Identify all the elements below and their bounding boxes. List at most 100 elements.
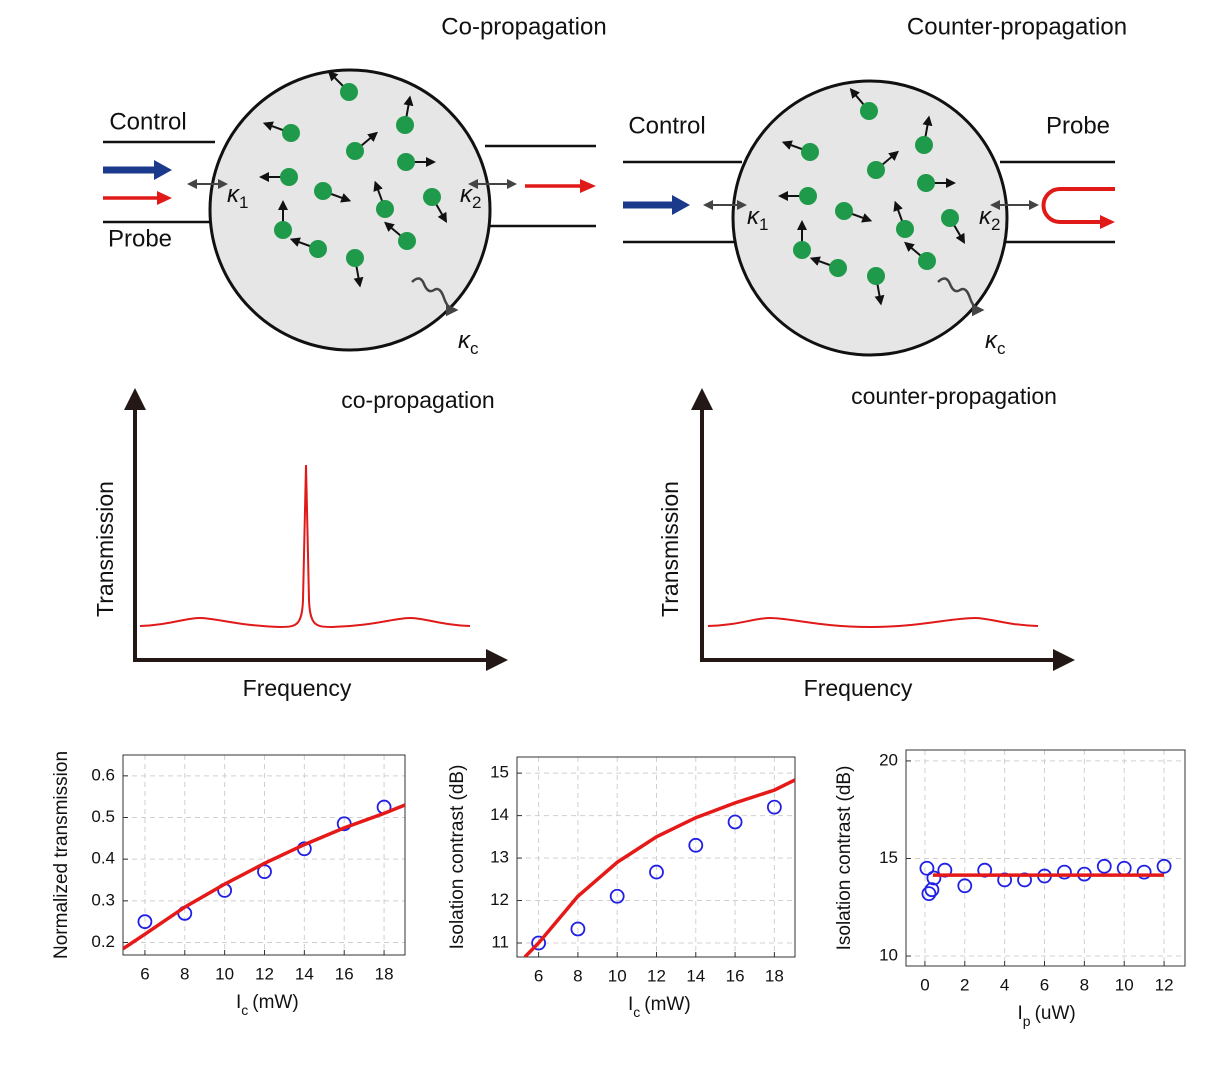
kappa: κ [979,203,993,230]
atom [274,221,292,239]
y-tick-label: 13 [490,848,509,867]
fit-line [523,778,795,957]
y-axis-label: Normalized transmission [51,751,72,959]
y-tick-label: 11 [491,932,509,951]
spectrum-ylabel: Transmission [657,481,683,617]
data-point [919,860,935,876]
x-label-unit: (mW) [644,994,690,1015]
atom [915,136,933,154]
x-label-symbol: I [628,994,633,1015]
atom [376,200,394,218]
charts: 6 8 10 12 14 16 18 0.2 0.3 0.4 0.5 0.6 Normalized tr… [51,749,1186,1029]
x-label-unit: (uW) [1035,1003,1076,1024]
atom [829,259,847,277]
kappa: κ [227,181,241,208]
kappa: κ [747,203,761,230]
y-tick-label: 15 [490,763,509,782]
x-tick-label: 14 [295,964,314,983]
kappa: κ [460,181,474,208]
y-tick-label: 0.4 [91,849,115,868]
x-label-symbol: I [1018,1003,1023,1024]
spectrum-xlabel: Frequency [804,675,913,701]
x-label-sub: p [1023,1013,1031,1029]
data-point [570,921,586,937]
kappa-sub: c [470,339,479,358]
kappa-sub: 1 [239,193,248,212]
x-label-sub: c [241,1002,248,1018]
control-label: Control [109,108,186,135]
data-point [957,878,973,894]
x-tick-label: 6 [1040,975,1049,994]
data-point [1156,858,1172,874]
fit-line [123,803,405,951]
diagram-title: Counter-propagation [907,13,1127,40]
kappa-sub: c [997,339,1006,358]
data-point [921,886,937,902]
x-tick-label: 6 [534,966,543,985]
atom [867,161,885,179]
atom [314,182,332,200]
x-tick-label: 10 [1115,975,1134,994]
x-tick-label: 14 [686,966,705,985]
spectrum-xlabel: Frequency [243,675,352,701]
atom [793,241,811,259]
data-point [727,814,743,830]
plot-frame [905,749,1186,967]
plot-frame [516,756,796,958]
data-point [926,870,942,886]
data-point [531,935,547,951]
atom [397,153,415,171]
kappa: κ [458,327,472,354]
control-label: Control [628,112,705,139]
atom [941,209,959,227]
kappa-sub: 2 [991,215,1000,234]
atom [398,232,416,250]
probe-label: Probe [1046,112,1110,139]
data-point [609,888,625,904]
x-axis-label: Ic (mW) [628,994,691,1020]
atom [835,202,853,220]
x-tick-label: 6 [140,964,149,983]
atom [896,220,914,238]
x-axis-label: Ip (uW) [1018,1003,1076,1029]
atom [801,143,819,161]
diagram-co [103,68,596,352]
y-tick-label: 0.6 [91,765,115,784]
data-point [649,864,664,880]
x-axis-label: Ic (mW) [236,992,299,1018]
x-tick-label: 18 [375,964,394,983]
atom [282,124,300,142]
atom [396,116,414,134]
spectrum-ylabel: Transmission [92,481,118,617]
kappa-label: κc [458,327,479,358]
data-point [766,799,782,815]
atom [346,142,364,160]
atom [799,187,817,205]
spectrum-title: counter-propagation [851,383,1057,409]
x-label-symbol: I [236,992,241,1013]
spectrum-title: co-propagation [341,387,494,413]
x-tick-label: 12 [255,964,274,983]
atom [917,174,935,192]
spectrum-axes [124,388,1075,671]
x-tick-label: 12 [647,966,666,985]
kappa-label: κ2 [460,181,481,212]
data-point [924,882,940,898]
atom [867,267,885,285]
kappa-label: κ1 [747,203,768,234]
x-tick-label: 16 [726,966,745,985]
x-label-sub: c [633,1004,640,1020]
x-tick-label: 2 [960,975,969,994]
atom [860,102,878,120]
kappa-label: κ2 [979,203,1000,234]
kappa-sub: 2 [472,193,481,212]
diagram-title: Co-propagation [441,13,606,40]
y-tick-label: 0.3 [91,890,115,909]
atom [346,249,364,267]
kappa: κ [985,327,999,354]
y-tick-label: 0.2 [91,932,115,951]
data-point [1136,864,1152,880]
data-point [137,914,153,930]
